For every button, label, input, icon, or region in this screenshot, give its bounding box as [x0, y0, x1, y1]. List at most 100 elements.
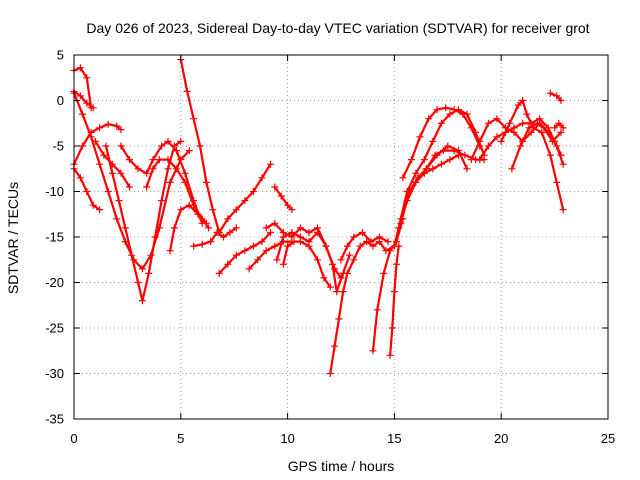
data-point [76, 64, 84, 72]
data-point [446, 110, 454, 118]
series-track [119, 140, 204, 225]
data-point [444, 142, 452, 150]
data-point [164, 137, 172, 145]
data-point [326, 283, 334, 291]
data-point [390, 288, 398, 296]
data-point [305, 242, 313, 250]
data-point [314, 256, 321, 264]
data-point [467, 156, 475, 164]
data-point [158, 142, 166, 150]
data-point [414, 174, 422, 182]
data-point [224, 260, 232, 268]
data-point [79, 142, 86, 150]
data-series [508, 119, 565, 173]
data-point [343, 269, 351, 277]
data-point [89, 104, 97, 112]
data-point [284, 201, 292, 209]
data-point [267, 160, 274, 168]
data-point [412, 169, 420, 177]
data-point [305, 229, 313, 236]
x-tick-label: 0 [70, 431, 77, 446]
data-point [249, 242, 257, 250]
data-point [519, 97, 527, 104]
data-point [463, 165, 471, 173]
data-point [346, 251, 353, 259]
data-point [164, 156, 172, 164]
data-point [279, 233, 287, 241]
data-point [209, 206, 217, 214]
data-point [326, 370, 334, 377]
data-point [185, 201, 193, 209]
y-tick-label: -20 [45, 275, 64, 290]
data-point [510, 128, 518, 136]
data-point [126, 156, 133, 164]
data-point [373, 306, 381, 314]
data-point [249, 188, 257, 195]
data-point [386, 351, 394, 359]
data-point [390, 242, 398, 250]
data-point [190, 115, 198, 123]
data-point [194, 210, 202, 218]
data-point [104, 120, 112, 128]
x-tick-label: 25 [601, 431, 615, 446]
data-point [173, 165, 180, 173]
series-track [329, 240, 396, 375]
y-tick-label: -5 [52, 139, 64, 154]
data-point [320, 274, 328, 282]
data-point [429, 165, 437, 173]
data-point [145, 269, 153, 277]
data-point [433, 151, 441, 159]
data-point [241, 247, 249, 255]
data-point [350, 256, 358, 264]
data-point [557, 128, 565, 136]
series-track [470, 117, 565, 166]
data-point [83, 99, 91, 107]
data-point [279, 260, 287, 268]
y-tick-label: 5 [57, 48, 64, 63]
data-series [386, 242, 403, 359]
data-point [117, 169, 125, 177]
data-point [476, 156, 484, 164]
data-series [422, 142, 471, 173]
data-point [166, 247, 174, 255]
data-point [546, 89, 554, 97]
data-point [177, 137, 185, 145]
data-point [399, 174, 407, 182]
data-point [527, 128, 535, 136]
x-tick-label: 15 [387, 431, 401, 446]
data-point [546, 151, 554, 159]
data-point [96, 160, 104, 168]
data-series [551, 119, 567, 132]
data-point [408, 156, 415, 164]
y-tick-label: 0 [57, 93, 64, 108]
data-point [158, 197, 166, 205]
data-point [331, 342, 339, 350]
data-series [399, 104, 484, 182]
data-point [296, 238, 304, 246]
data-point [395, 224, 403, 232]
data-point [134, 165, 142, 173]
data-point [138, 297, 146, 305]
data-point [559, 124, 567, 132]
series-track [549, 92, 563, 102]
data-point [358, 229, 366, 236]
data-point [339, 288, 347, 296]
data-point [271, 183, 279, 191]
data-series [337, 229, 392, 264]
data-point [138, 265, 146, 273]
data-point [196, 142, 204, 150]
data-point [461, 151, 469, 159]
data-point [388, 324, 396, 332]
data-point [405, 188, 413, 195]
data-series [369, 215, 407, 355]
data-point [113, 122, 121, 130]
data-point [76, 92, 84, 100]
data-point [429, 137, 437, 145]
data-point [540, 124, 548, 132]
data-point [335, 315, 343, 323]
data-point [296, 224, 304, 232]
data-point [83, 188, 91, 195]
data-point [493, 115, 501, 123]
data-point [262, 247, 270, 255]
data-point [117, 126, 125, 134]
